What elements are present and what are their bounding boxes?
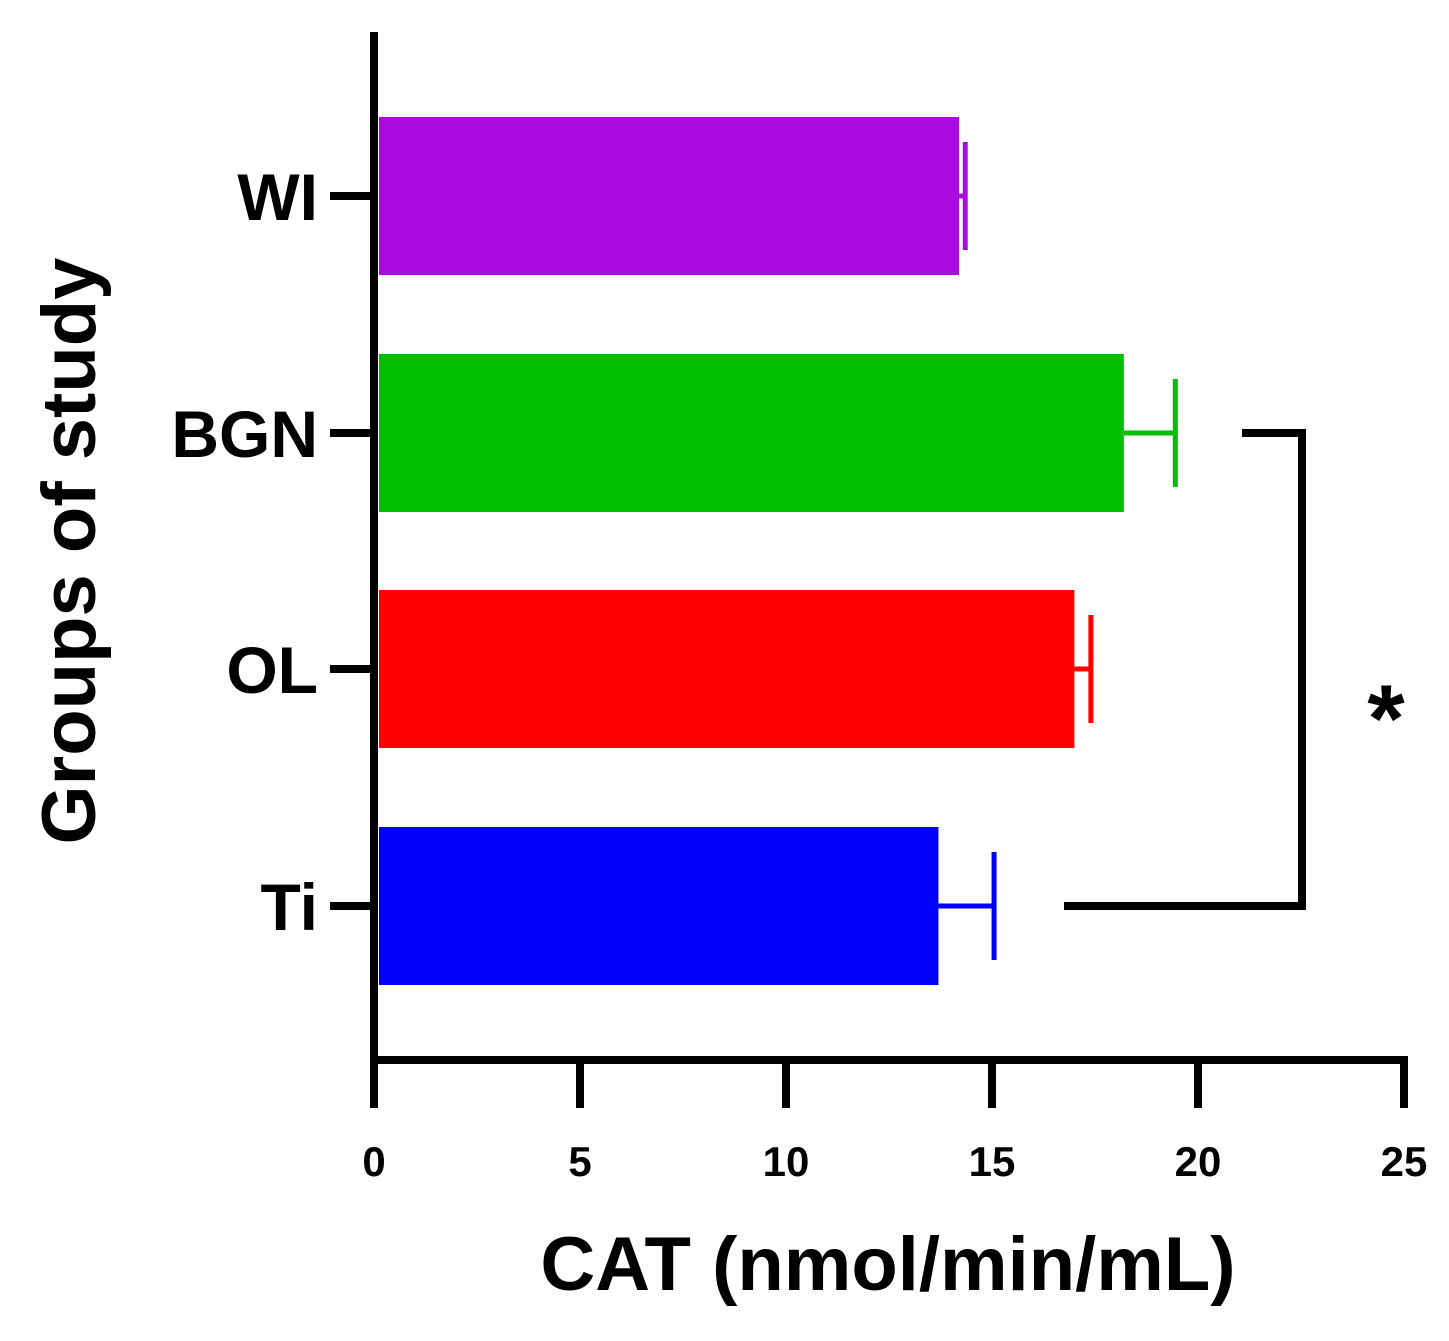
- error-bars-layer: [938, 142, 1178, 960]
- labels-layer: WI BGN OL Ti 0 5 10 15 20 25: [171, 160, 1427, 1185]
- x-tick-label-0: 0: [362, 1138, 385, 1185]
- x-tick-label-10: 10: [763, 1138, 810, 1185]
- bar-ol: [379, 590, 1075, 748]
- x-tick-label-20: 20: [1175, 1138, 1222, 1185]
- y-axis-title: Groups of study: [27, 258, 112, 845]
- x-tick-label-25: 25: [1381, 1138, 1428, 1185]
- x-tick-label-15: 15: [969, 1138, 1016, 1185]
- axes-layer: [330, 32, 1408, 1108]
- bar-bgn: [379, 354, 1124, 512]
- bar-ti: [379, 827, 939, 985]
- bar-wi: [379, 117, 960, 275]
- x-axis-title: CAT (nmol/min/mL): [540, 1222, 1235, 1307]
- significance-bracket: [1064, 429, 1306, 910]
- significance-layer: *: [1064, 429, 1405, 910]
- category-label-ol: OL: [226, 633, 318, 707]
- category-label-bgn: BGN: [171, 397, 318, 471]
- category-label-ti: Ti: [261, 870, 318, 944]
- x-tick-label-5: 5: [568, 1138, 591, 1185]
- bars-layer: [379, 117, 1124, 985]
- category-label-wi: WI: [237, 160, 318, 234]
- significance-asterisk: *: [1367, 666, 1405, 773]
